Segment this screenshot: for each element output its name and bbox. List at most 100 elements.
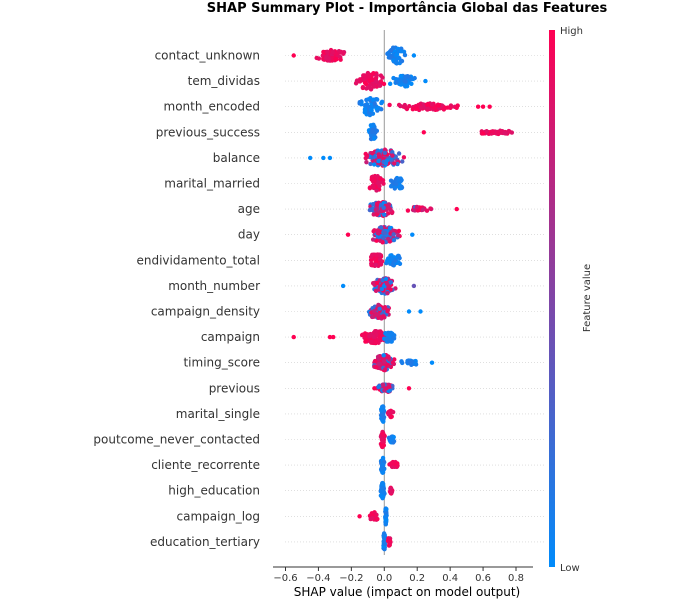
shap-point: [376, 361, 381, 367]
shap-point: [398, 77, 403, 82]
shap-point: [369, 262, 374, 267]
shap-point: [370, 515, 375, 521]
shap-point: [367, 185, 373, 190]
shap-point: [373, 262, 379, 268]
shap-point: [374, 188, 379, 193]
shap-point: [380, 494, 385, 500]
shap-point: [391, 58, 396, 63]
shap-point: [495, 130, 501, 136]
shap-point: [383, 331, 388, 336]
colorbar-high-label: High: [560, 26, 583, 37]
shap-point: [392, 461, 397, 466]
feature-label: timing_score: [183, 356, 260, 370]
shap-point: [381, 443, 387, 448]
shap-point: [374, 97, 380, 102]
shap-point: [371, 97, 376, 103]
shap-point: [391, 237, 397, 243]
shap-point: [386, 205, 391, 211]
shap-point: [386, 50, 391, 56]
feature-labels: contact_unknown tem_dividas month_encodedp…: [93, 49, 260, 549]
shap-point: [398, 103, 403, 109]
shap-point: [367, 207, 373, 213]
x-tick-label: 0.0: [376, 573, 392, 584]
shap-point: [425, 107, 430, 112]
shap-point: [378, 176, 383, 181]
shap-point: [507, 129, 512, 134]
shap-point: [378, 79, 384, 84]
shap-point: [314, 55, 319, 61]
shap-point: [381, 235, 386, 241]
shap-point: [374, 238, 379, 243]
shap-point: [370, 237, 376, 242]
shap-point: [381, 314, 386, 319]
shap-point: [369, 314, 375, 320]
shap-point: [380, 455, 386, 461]
feature-label: month_encoded: [164, 100, 261, 114]
shap-point: [376, 158, 381, 164]
shap-point: [387, 225, 393, 231]
feature-gridlines: [285, 55, 545, 543]
shap-point: [389, 437, 395, 442]
shap-point: [396, 55, 401, 61]
shap-point: [367, 333, 372, 339]
shap-point: [490, 129, 495, 134]
shap-point: [382, 304, 388, 310]
shap-point: [429, 102, 435, 107]
shap-point: [413, 106, 419, 112]
shap-point: [388, 414, 394, 420]
shap-point: [363, 151, 368, 157]
shap-point: [408, 77, 413, 82]
shap-point: [380, 278, 385, 283]
shap-point: [368, 86, 374, 92]
shap-point: [373, 288, 379, 294]
shap-point: [370, 252, 375, 258]
shap-point: [372, 101, 377, 106]
shap-point: [436, 103, 441, 108]
shap-point: [377, 83, 382, 88]
shap-point: [409, 81, 414, 87]
shap-point: [380, 404, 386, 409]
shap-point: [441, 107, 447, 112]
shap-point: [375, 516, 380, 522]
shap-point: [404, 106, 410, 112]
shap-point: [360, 332, 365, 337]
feature-label: cliente_recorrente: [151, 458, 260, 472]
shap-point: [399, 58, 405, 64]
feature-label: campaign: [201, 330, 260, 344]
shap-point: [357, 514, 362, 519]
shap-point: [398, 49, 404, 54]
shap-point: [384, 336, 390, 341]
shap-point: [378, 225, 384, 230]
colorbar: [549, 30, 555, 567]
shap-point: [484, 129, 489, 134]
feature-label: balance: [213, 151, 260, 165]
shap-point: [418, 105, 424, 111]
shap-point: [291, 53, 296, 58]
shap-point: [388, 287, 393, 292]
shap-point: [398, 73, 404, 79]
shap-point: [400, 159, 405, 164]
shap-point: [345, 232, 351, 237]
shap-point: [365, 85, 370, 91]
shap-point: [380, 481, 386, 487]
colorbar-low-label: Low: [560, 563, 580, 574]
shap-point: [333, 57, 338, 62]
shap-point: [365, 70, 371, 76]
shap-point: [399, 359, 404, 364]
shap-point: [391, 336, 397, 341]
shap-point: [381, 353, 386, 358]
shap-point: [390, 360, 395, 365]
shap-point: [392, 161, 397, 166]
shap-point: [396, 233, 401, 238]
shap-point: [390, 262, 396, 268]
shap-point: [376, 384, 381, 390]
shap-point: [359, 102, 364, 107]
shap-point: [384, 158, 390, 163]
shap-point: [372, 308, 377, 314]
shap-point: [374, 207, 379, 212]
shap-point: [362, 73, 367, 78]
shap-point: [374, 79, 379, 84]
shap-point: [381, 539, 387, 545]
shap-point: [387, 81, 393, 87]
shap-point: [381, 439, 386, 445]
